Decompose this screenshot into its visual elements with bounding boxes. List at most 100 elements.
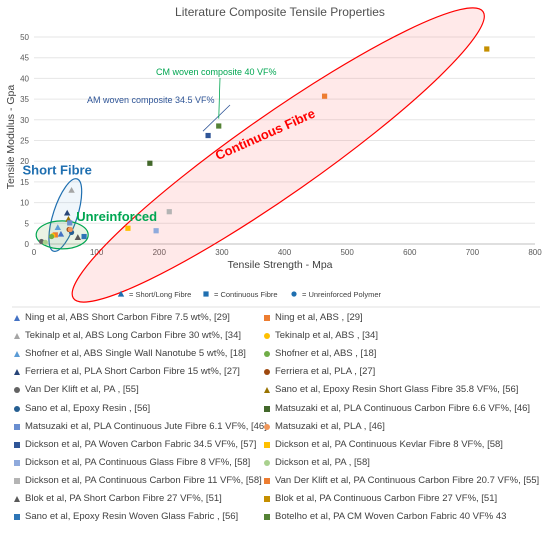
data-point: [68, 227, 73, 232]
shape-key-label: = Continuous Fibre: [214, 290, 278, 299]
legend-label: Ferriera et al, PLA Short Carbon Fibre 1…: [25, 366, 240, 377]
triangle-marker-icon: [14, 369, 20, 375]
x-tick-label: 800: [528, 248, 542, 257]
circle-marker-icon: [14, 406, 20, 412]
legend-label: Dickson et al, PA Woven Carbon Fabric 34…: [25, 439, 256, 450]
legend-item: Sano et al, Epoxy Resin Short Glass Fibr…: [264, 381, 518, 399]
x-tick-label: 0: [32, 248, 37, 257]
square-marker-icon: [264, 478, 270, 484]
legend-item: Matsuzaki et al, PLA Continuous Jute Fib…: [14, 418, 267, 436]
y-tick-label: 5: [25, 219, 30, 228]
shape-key-marker: [203, 291, 208, 296]
y-tick-label: 30: [20, 116, 29, 125]
legend-label: Tekinalp et al, ABS Long Carbon Fibre 30…: [25, 330, 241, 341]
y-tick-label: 15: [20, 178, 29, 187]
continuous-fibre-region: [51, 0, 506, 331]
y-tick-label: 0: [25, 240, 30, 249]
data-point: [67, 220, 72, 225]
legend-item: Botelho et al, PA CM Woven Carbon Fabric…: [264, 508, 506, 526]
data-point: [205, 133, 210, 138]
legend-item: Shofner et al, ABS , [18]: [264, 345, 376, 363]
legend-item: Sano et al, Epoxy Resin , [56]: [14, 400, 150, 418]
x-tick-label: 300: [215, 248, 229, 257]
legend-item: Ning et al, ABS Short Carbon Fibre 7.5 w…: [14, 309, 230, 327]
circle-marker-icon: [264, 351, 270, 357]
legend-label: Ning et al, ABS Short Carbon Fibre 7.5 w…: [25, 312, 230, 323]
square-marker-icon: [264, 514, 270, 520]
x-axis-label: Tensile Strength - Mpa: [227, 259, 332, 271]
legend-item: Matsuzaki et al, PLA Continuous Carbon F…: [264, 400, 530, 418]
legend-label: Matsuzaki et al, PLA Continuous Carbon F…: [275, 403, 530, 414]
square-marker-icon: [264, 496, 270, 502]
y-axis-label: Tensile Modulus - Gpa: [5, 85, 17, 190]
data-point: [43, 240, 48, 245]
y-tick-label: 35: [20, 95, 29, 104]
legend-item: Ferriera et al, PLA Short Carbon Fibre 1…: [14, 363, 240, 381]
square-marker-icon: [14, 514, 20, 520]
data-point: [216, 123, 221, 128]
data-point: [154, 228, 159, 233]
annotation-am-woven: AM woven composite 34.5 VF%: [87, 95, 215, 105]
circle-marker-icon: [264, 424, 270, 430]
legend-label: Van Der Klift et al, PA Continuous Carbo…: [275, 475, 539, 486]
legend-item: Dickson et al, PA Continuous Glass Fibre…: [14, 454, 250, 472]
data-point: [147, 161, 152, 166]
y-tick-label: 10: [20, 199, 29, 208]
x-tick-label: 600: [403, 248, 417, 257]
circle-marker-icon: [264, 333, 270, 339]
legend-item: Dickson et al, PA Continuous Carbon Fibr…: [14, 472, 262, 490]
legend-label: Matsuzaki et al, PLA , [46]: [275, 421, 385, 432]
legend-item: Van Der Klift et al, PA Continuous Carbo…: [264, 472, 539, 490]
legend-label: Blok et al, PA Continuous Carbon Fibre 2…: [275, 493, 497, 504]
legend-label: Shofner et al, ABS Single Wall Nanotube …: [25, 348, 246, 359]
shape-key-label: = Unreinforced Polymer: [302, 290, 381, 299]
legend-item: Dickson et al, PA Continuous Kevlar Fibr…: [264, 436, 503, 454]
data-point: [82, 234, 87, 239]
triangle-marker-icon: [264, 387, 270, 393]
legend-label: Dickson et al, PA Continuous Carbon Fibr…: [25, 475, 262, 486]
legend-label: Dickson et al, PA Continuous Kevlar Fibr…: [275, 439, 503, 450]
circle-marker-icon: [264, 460, 270, 466]
legend-item: Van Der Klift et al, PA , [55]: [14, 381, 139, 399]
triangle-marker-icon: [14, 496, 20, 502]
x-tick-label: 400: [278, 248, 292, 257]
shape-key-marker: [291, 291, 296, 296]
square-marker-icon: [14, 460, 20, 466]
annotation-leader: [219, 78, 220, 119]
triangle-marker-icon: [14, 351, 20, 357]
legend-item: Blok et al, PA Continuous Carbon Fibre 2…: [264, 490, 497, 508]
legend-label: Sano et al, Epoxy Resin Short Glass Fibr…: [275, 384, 518, 395]
legend-label: Blok et al, PA Short Carbon Fibre 27 VF%…: [25, 493, 222, 504]
legend-item: Tekinalp et al, ABS Long Carbon Fibre 30…: [14, 327, 241, 345]
legend-item: Sano et al, Epoxy Resin Woven Glass Fabr…: [14, 508, 238, 526]
legend-item: Blok et al, PA Short Carbon Fibre 27 VF%…: [14, 490, 222, 508]
legend-label: Tekinalp et al, ABS , [34]: [275, 330, 378, 341]
triangle-marker-icon: [14, 315, 20, 321]
x-tick-label: 700: [466, 248, 480, 257]
square-marker-icon: [264, 442, 270, 448]
square-marker-icon: [264, 315, 270, 321]
legend-item: Dickson et al, PA Woven Carbon Fabric 34…: [14, 436, 256, 454]
y-tick-label: 45: [20, 54, 29, 63]
legend-label: Van Der Klift et al, PA , [55]: [25, 384, 139, 395]
short-fibre-label: Short Fibre: [22, 162, 91, 177]
y-tick-label: 25: [20, 137, 29, 146]
unreinforced-label: Unreinforced: [76, 209, 157, 224]
legend-label: Ning et al, ABS , [29]: [275, 312, 363, 323]
shape-key: = Short/Long Fibre = Continuous Fibre = Un…: [118, 290, 382, 299]
annotation-cm-woven: CM woven composite 40 VF%: [156, 67, 277, 77]
legend-label: Dickson et al, PA , [58]: [275, 457, 370, 468]
y-tick-label: 50: [20, 33, 29, 42]
legend-label: Sano et al, Epoxy Resin Woven Glass Fabr…: [25, 511, 238, 522]
legend-item: Ning et al, ABS , [29]: [264, 309, 363, 327]
chart-title: Literature Composite Tensile Properties: [175, 5, 385, 19]
circle-marker-icon: [14, 387, 20, 393]
legend-label: Shofner et al, ABS , [18]: [275, 348, 376, 359]
triangle-marker-icon: [14, 333, 20, 339]
legend-label: Dickson et al, PA Continuous Glass Fibre…: [25, 457, 250, 468]
circle-marker-icon: [264, 369, 270, 375]
legend-item: Matsuzaki et al, PLA , [46]: [264, 418, 385, 436]
data-point: [49, 234, 54, 239]
data-point: [167, 209, 172, 214]
